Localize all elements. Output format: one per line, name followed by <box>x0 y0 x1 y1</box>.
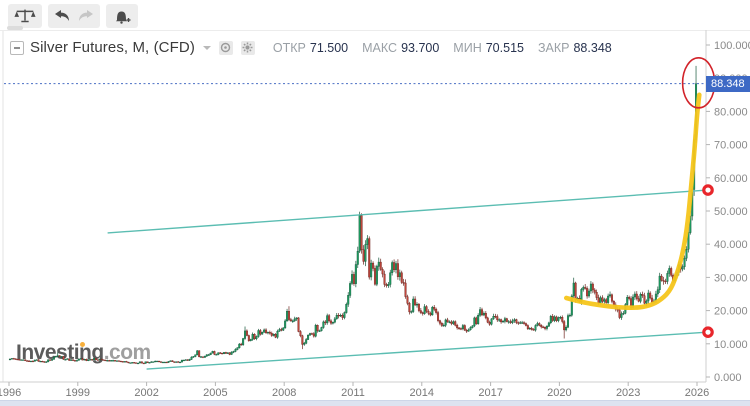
trendline-endpoint-marker <box>702 184 714 196</box>
redo-icon[interactable] <box>77 9 95 23</box>
open-label: ОТКР <box>272 40 306 55</box>
y-tick-label: 100.000 <box>714 40 750 52</box>
high-value: 93.700 <box>401 40 440 55</box>
x-tick-label: 1999 <box>66 387 90 399</box>
open-value: 71.500 <box>309 40 349 55</box>
toolbar-separator <box>0 30 750 31</box>
toolbar-handle[interactable] <box>7 26 23 30</box>
watermark-light: .com <box>103 341 152 364</box>
ohlc-readout: ОТКР 71.500 МАКС 93.700 МИН 70.515 ЗАКР 88.3… <box>273 41 612 55</box>
watermark-orange-dot-icon <box>80 342 85 347</box>
y-tick-label: 80.000 <box>714 106 748 118</box>
y-tick-label: 20.000 <box>714 306 748 318</box>
low-value: 70.515 <box>485 40 524 55</box>
y-tick-label: 10.000 <box>714 339 748 351</box>
parabolic-curve-annotation[interactable] <box>563 92 702 311</box>
trendline-endpoint-marker <box>702 326 714 338</box>
close-label: ЗАКР <box>537 40 570 55</box>
current-price-tag: 88.348 <box>706 76 750 92</box>
circle-target-icon[interactable] <box>218 40 233 55</box>
y-tick-label: 0.000 <box>714 372 742 384</box>
y-tick-label: 70.000 <box>714 140 748 152</box>
x-tick-label: 2002 <box>134 387 158 399</box>
y-tick-label: 30.000 <box>714 272 748 284</box>
collapse-icon[interactable] <box>10 40 24 55</box>
close-value: 88.348 <box>573 40 612 55</box>
high-label: МАКС <box>362 40 398 55</box>
bottom-panel-strip[interactable] <box>0 400 750 406</box>
x-tick-label: 2020 <box>547 387 571 399</box>
alert-add-icon <box>116 11 131 24</box>
instrument-title: Silver Futures, M, (CFD) <box>30 39 195 56</box>
x-tick-label: 2011 <box>341 387 365 399</box>
trendline-annotations[interactable] <box>107 184 714 370</box>
undo-icon[interactable] <box>53 9 71 23</box>
scales-icon <box>14 9 36 23</box>
y-tick-label: 50.000 <box>714 206 748 218</box>
low-label: МИН <box>453 40 482 55</box>
dropdown-caret-icon[interactable] <box>202 45 211 50</box>
x-tick-label: 2014 <box>410 387 434 399</box>
x-tick-label: 2005 <box>203 387 227 399</box>
add-alert-button[interactable] <box>106 4 138 28</box>
y-tick-label: 40.000 <box>714 239 748 251</box>
instrument-header: Silver Futures, M, (CFD) ОТКР 71.500 МАКС… <box>10 39 612 56</box>
investing-watermark: Investing.com <box>16 341 151 365</box>
undo-redo-group <box>48 4 100 28</box>
x-tick-label: 2017 <box>478 387 502 399</box>
x-tick-label: 2026 <box>685 387 709 399</box>
gear-icon[interactable] <box>240 40 255 55</box>
scales-button[interactable] <box>8 4 42 28</box>
x-tick-label: 2008 <box>272 387 296 399</box>
y-tick-label: 60.000 <box>714 173 748 185</box>
x-tick-label: 2023 <box>616 387 640 399</box>
x-tick-label: 1996 <box>0 387 21 399</box>
